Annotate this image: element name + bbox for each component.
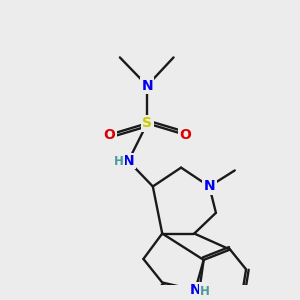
Text: N: N	[203, 179, 215, 194]
Text: O: O	[179, 128, 191, 142]
Text: S: S	[142, 116, 152, 130]
Text: N: N	[189, 283, 201, 297]
Text: N: N	[122, 154, 134, 168]
Text: H: H	[200, 285, 210, 298]
Text: O: O	[103, 128, 116, 142]
Text: H: H	[114, 154, 124, 167]
Text: N: N	[141, 79, 153, 93]
